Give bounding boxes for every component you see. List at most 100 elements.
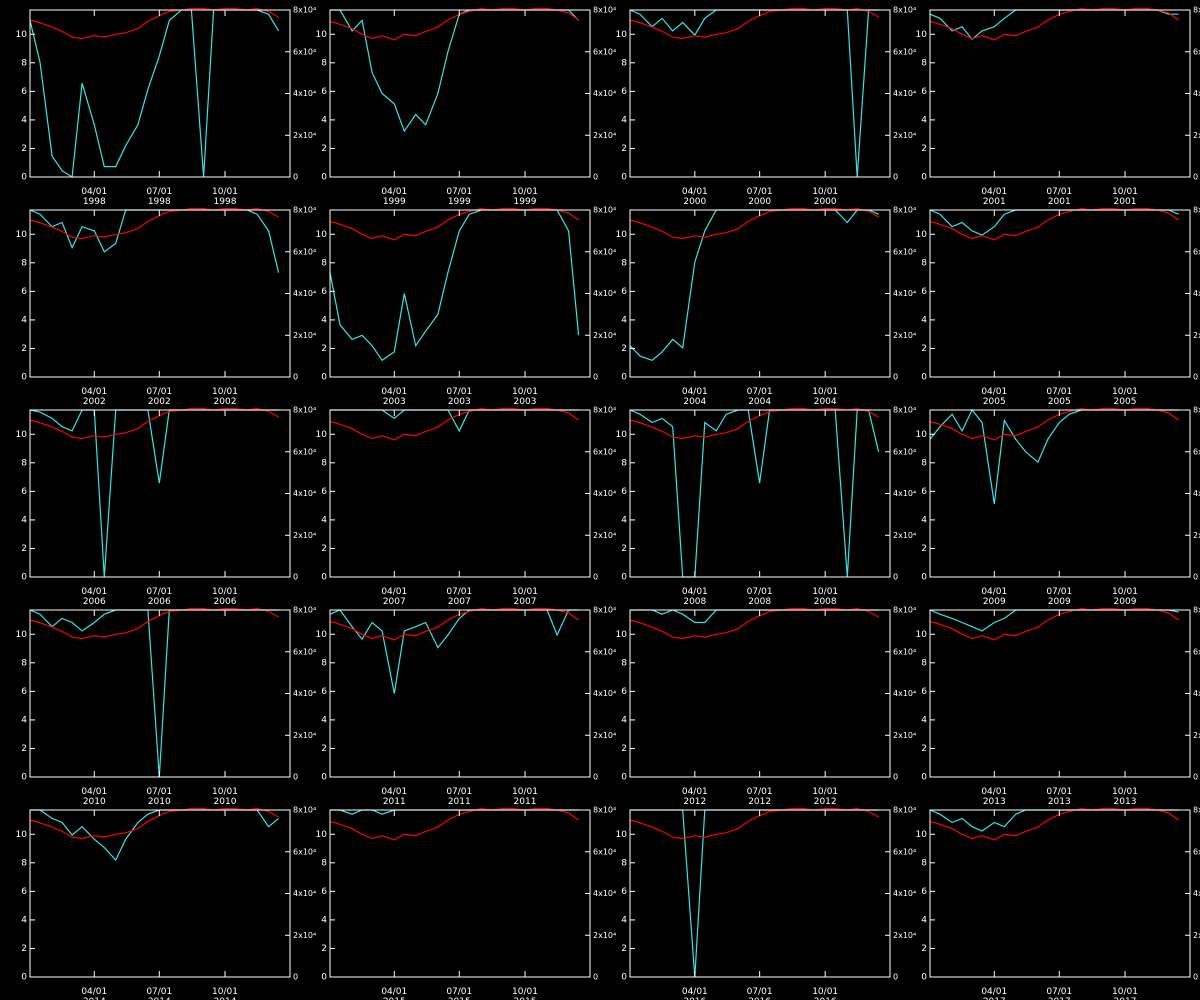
y-tick-label: 4 [321, 315, 327, 325]
y-tick-label: 8 [621, 458, 627, 468]
y-tick-label: 10 [316, 30, 328, 40]
y-tick-label: 8 [21, 258, 27, 268]
y2-tick-label: 4x10⁴ [293, 689, 316, 698]
y2-tick-label: 6x10⁴ [293, 247, 316, 256]
x-tick-label: 04/01 1999 [381, 187, 407, 207]
y2-tick-label: 4x10⁴ [893, 889, 916, 898]
y-tick-label: 8 [321, 658, 327, 668]
y-tick-label: 2 [621, 344, 627, 354]
y-tick-label: 2 [921, 344, 927, 354]
y-tick-label: 2 [621, 144, 627, 154]
y2-tick-label: 2x10⁴ [893, 331, 916, 340]
y2-tick-label: 0 [293, 173, 298, 182]
data-line [629, 407, 879, 440]
x-tick-label: 07/01 2003 [446, 387, 472, 407]
y-tick-label: 8 [621, 858, 627, 868]
y2-tick-label: 8x10⁴ [293, 606, 316, 615]
y2-tick-label: 8x10⁴ [1193, 206, 1200, 215]
y2-tick-label: 8x10⁴ [1193, 6, 1200, 15]
data-line [329, 607, 579, 641]
x-tick-label: 07/01 2005 [1046, 387, 1072, 407]
data-line [330, 9, 580, 133]
y-tick-label: 8 [21, 858, 27, 868]
y-tick-label: 4 [321, 115, 327, 125]
y-tick-label: 2 [321, 344, 327, 354]
data-line [29, 7, 279, 40]
y2-tick-label: 0 [293, 773, 298, 782]
x-tick-label: 10/01 1998 [212, 187, 238, 207]
data-line [29, 807, 279, 840]
data-line [329, 407, 579, 441]
y-tick-label: 0 [321, 973, 327, 983]
y2-tick-label: 0 [593, 773, 598, 782]
y2-tick-label: 4x10⁴ [293, 489, 316, 498]
y2-tick-label: 6x10⁴ [593, 247, 616, 256]
y2-tick-label: 6x10⁴ [893, 647, 916, 656]
y-tick-label: 8 [321, 858, 327, 868]
y-tick-label: 4 [321, 515, 327, 525]
y-tick-label: 0 [21, 173, 27, 183]
y2-tick-label: 2x10⁴ [593, 331, 616, 340]
data-line [629, 807, 879, 840]
x-tick-label: 07/01 2000 [747, 187, 773, 207]
y-tick-label: 8 [621, 258, 627, 268]
y-tick-label: 4 [21, 915, 27, 925]
y2-tick-label: 4x10⁴ [1193, 289, 1200, 298]
y-tick-label: 10 [16, 630, 28, 640]
y2-tick-label: 2x10⁴ [593, 131, 616, 140]
y-tick-label: 6 [21, 87, 27, 97]
y-tick-label: 4 [921, 915, 927, 925]
data-line [29, 609, 279, 778]
x-tick-label: 04/01 2004 [682, 387, 708, 407]
y2-tick-label: 0 [293, 973, 298, 982]
y2-tick-label: 4x10⁴ [893, 489, 916, 498]
y2-tick-label: 2x10⁴ [893, 931, 916, 940]
data-line [329, 807, 579, 841]
y-tick-label: 2 [21, 744, 27, 754]
data-line [929, 7, 1179, 41]
y-tick-label: 4 [921, 515, 927, 525]
y-tick-label: 0 [921, 173, 927, 183]
y2-tick-label: 4x10⁴ [893, 89, 916, 98]
y2-tick-label: 4x10⁴ [593, 289, 616, 298]
x-tick-label: 10/01 2001 [1112, 187, 1138, 207]
y-tick-label: 10 [616, 30, 628, 40]
data-line [929, 209, 1179, 236]
x-tick-label: 04/01 2008 [682, 587, 708, 607]
y-tick-label: 0 [621, 773, 627, 783]
y2-tick-label: 4x10⁴ [593, 89, 616, 98]
y2-tick-label: 6x10⁴ [893, 47, 916, 56]
y-tick-label: 4 [621, 315, 627, 325]
y-tick-label: 0 [621, 173, 627, 183]
y-tick-label: 2 [921, 944, 927, 954]
y-tick-label: 10 [616, 230, 628, 240]
y-tick-label: 2 [21, 144, 27, 154]
y2-tick-label: 8x10⁴ [593, 6, 616, 15]
y2-tick-label: 6x10⁴ [593, 647, 616, 656]
x-tick-label: 04/01 2002 [81, 387, 107, 407]
x-tick-label: 07/012017 [1046, 987, 1072, 1000]
x-tick-label: 10/01 2003 [512, 387, 538, 407]
y-tick-label: 4 [921, 315, 927, 325]
y-tick-label: 10 [16, 30, 28, 40]
x-tick-label: 07/01 2001 [1046, 187, 1072, 207]
y-tick-label: 10 [316, 830, 328, 840]
y-tick-label: 2 [321, 744, 327, 754]
x-tick-label: 10/012016 [812, 987, 838, 1000]
x-tick-label: 07/01 2011 [446, 787, 472, 807]
y-tick-label: 0 [921, 573, 927, 583]
y2-tick-label: 8x10⁴ [893, 406, 916, 415]
y2-tick-label: 0 [893, 973, 898, 982]
y-tick-label: 6 [921, 887, 927, 897]
plot-frame [329, 409, 591, 578]
x-tick-label: 10/01 2005 [1112, 387, 1138, 407]
data-line [629, 409, 880, 578]
x-tick-label: 07/01 2008 [747, 587, 773, 607]
x-tick-label: 10/01 2009 [1112, 587, 1138, 607]
x-tick-label: 10/01 2007 [512, 587, 538, 607]
y2-tick-label: 8x10⁴ [893, 206, 916, 215]
data-line [29, 9, 280, 179]
x-tick-label: 04/01 2010 [81, 787, 107, 807]
x-tick-label: 10/012015 [512, 987, 538, 1000]
